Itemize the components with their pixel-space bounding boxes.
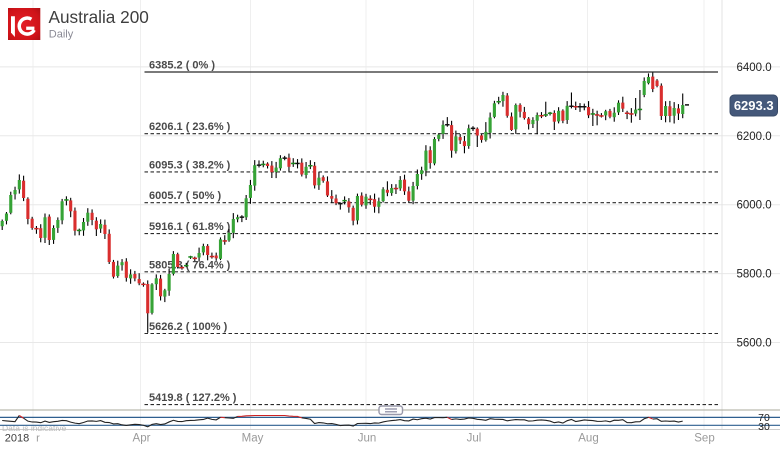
svg-text:5916.1 ( 61.8% ): 5916.1 ( 61.8% ) xyxy=(149,221,231,233)
svg-text:5600.0: 5600.0 xyxy=(737,338,772,350)
svg-text:6293.3: 6293.3 xyxy=(734,98,774,113)
svg-text:6400.0: 6400.0 xyxy=(737,62,772,74)
svg-text:5626.2 ( 100% ): 5626.2 ( 100% ) xyxy=(149,321,228,333)
svg-text:Sep: Sep xyxy=(694,433,714,445)
svg-text:6200.0: 6200.0 xyxy=(737,131,772,143)
svg-text:6005.7 ( 50% ): 6005.7 ( 50% ) xyxy=(149,190,221,202)
svg-text:Australia 200: Australia 200 xyxy=(49,7,149,27)
svg-text:30: 30 xyxy=(758,421,770,433)
svg-text:May: May xyxy=(242,433,264,445)
svg-text:5800.0: 5800.0 xyxy=(737,269,772,281)
svg-text:5805.3 ( 76.4% ): 5805.3 ( 76.4% ) xyxy=(149,259,231,271)
svg-text:Data is indicative: Data is indicative xyxy=(2,423,67,433)
svg-text:Apr: Apr xyxy=(133,433,151,445)
svg-text:r: r xyxy=(36,433,40,445)
svg-text:Jun: Jun xyxy=(358,433,377,445)
svg-text:Aug: Aug xyxy=(578,433,598,445)
svg-text:2018: 2018 xyxy=(5,433,29,445)
svg-text:6000.0: 6000.0 xyxy=(737,200,772,212)
svg-text:6206.1 ( 23.6% ): 6206.1 ( 23.6% ) xyxy=(149,121,231,133)
svg-text:6095.3 ( 38.2% ): 6095.3 ( 38.2% ) xyxy=(149,159,231,171)
svg-text:5419.8 ( 127.2% ): 5419.8 ( 127.2% ) xyxy=(149,392,237,404)
svg-text:70: 70 xyxy=(758,412,770,424)
svg-text:Daily: Daily xyxy=(49,29,74,41)
svg-text:Jul: Jul xyxy=(467,433,482,445)
svg-text:6385.2 ( 0% ): 6385.2 ( 0% ) xyxy=(149,60,215,72)
